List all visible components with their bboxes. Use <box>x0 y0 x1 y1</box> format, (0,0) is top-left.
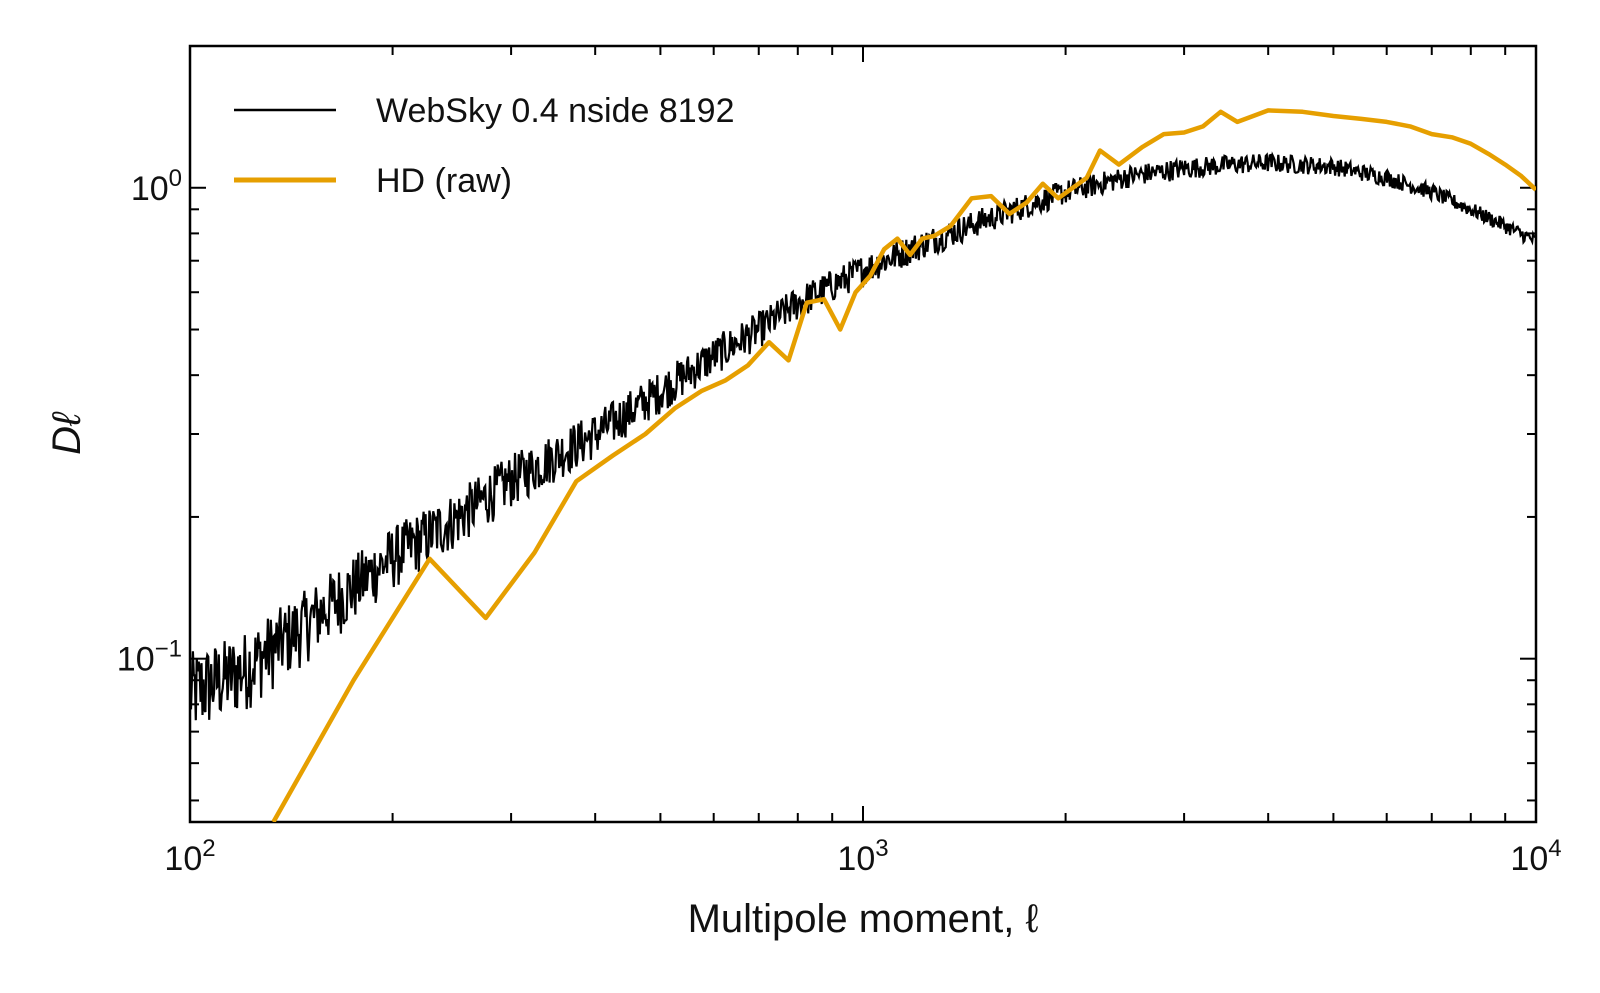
legend: WebSky 0.4 nside 8192 HD (raw) <box>234 92 735 200</box>
series-layer <box>190 108 1536 822</box>
x-tick-label: 102 <box>164 835 215 878</box>
x-tick-label: 104 <box>1510 835 1561 878</box>
ticks-layer <box>189 45 1537 822</box>
y-tick-label: 100 <box>131 165 182 208</box>
series-line-websky <box>190 151 1536 721</box>
y-axis-label: Dℓ <box>45 411 89 455</box>
legend-label: HD (raw) <box>376 162 512 200</box>
labels-layer: 102 103 104 10−1 100 <box>117 165 1562 878</box>
y-tick-label: 10−1 <box>117 636 182 679</box>
legend-label: WebSky 0.4 nside 8192 <box>376 92 735 130</box>
x-tick-label: 103 <box>837 835 888 878</box>
series-line-hd-raw <box>271 108 1536 822</box>
x-axis-label: Multipole moment, ℓ <box>688 897 1039 941</box>
